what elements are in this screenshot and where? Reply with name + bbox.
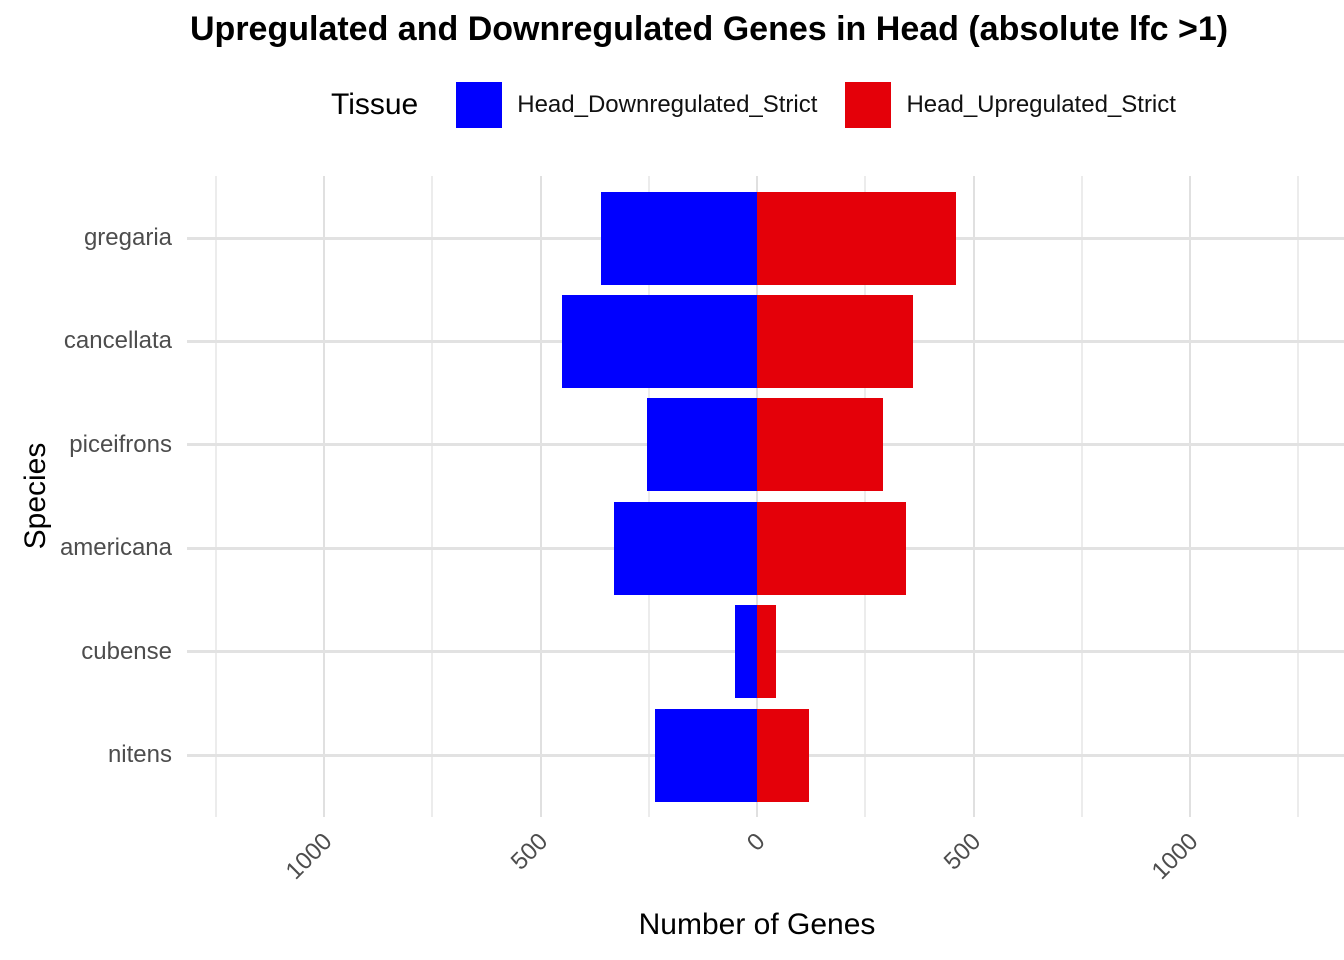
y-axis-title: Species (19, 442, 52, 550)
minor-gridline (864, 176, 867, 817)
upregulated-bar-cubense (757, 605, 777, 699)
upregulated-bar-piceifrons (757, 398, 883, 492)
upregulated-bar-americana (757, 501, 907, 595)
x-axis-title: Number of Genes (638, 908, 876, 941)
upregulated-bar-nitens (757, 708, 809, 802)
y-tick-label-piceifrons: piceifrons (69, 430, 172, 458)
downregulated-bar-nitens (655, 708, 757, 802)
x-tick-label: 1000 (280, 828, 338, 885)
legend: Tissue Head_Downregulated_Strict Head_Up… (331, 74, 1176, 136)
x-tick-label: 1000 (1146, 828, 1204, 885)
downregulated-bar-gregaria (601, 191, 757, 285)
major-gridline (1189, 176, 1191, 817)
y-tick-label-americana: americana (59, 534, 172, 562)
minor-gridline (214, 176, 217, 817)
legend-label-upregulated: Head_Upregulated_Strict (906, 91, 1176, 118)
downregulated-bar-cubense (735, 605, 757, 699)
chart-title: Upregulated and Downregulated Genes in H… (190, 10, 1229, 48)
x-tick-label: 0 (741, 828, 771, 857)
major-gridline (972, 176, 975, 817)
minor-gridline (431, 176, 434, 817)
minor-gridline (647, 176, 650, 817)
y-tick-label-cubense: cubense (81, 637, 172, 665)
legend-title: Tissue (331, 88, 419, 121)
upregulated-bar-cancellata (757, 294, 913, 388)
major-gridline (323, 176, 325, 817)
legend-label-downregulated: Head_Downregulated_Strict (517, 91, 818, 118)
major-gridline (756, 176, 758, 817)
downregulated-bar-americana (614, 501, 757, 595)
y-tick-label-cancellata: cancellata (63, 327, 172, 355)
legend-item-upregulated: Head_Upregulated_Strict (845, 82, 1176, 128)
y-tick-label-gregaria: gregaria (83, 224, 172, 251)
legend-item-downregulated: Head_Downregulated_Strict (456, 82, 817, 128)
upregulated-color-swatch (845, 82, 892, 128)
major-gridline (539, 176, 542, 817)
minor-gridline (1297, 176, 1300, 817)
downregulated-bar-cancellata (562, 294, 757, 388)
downregulated-bar-piceifrons (646, 398, 757, 492)
upregulated-bar-gregaria (757, 191, 957, 285)
y-tick-label-nitens: nitens (107, 741, 172, 768)
x-tick-label: 500 (939, 828, 987, 876)
x-tick-label: 500 (506, 828, 554, 876)
downregulated-color-swatch (456, 82, 503, 128)
minor-gridline (1080, 176, 1083, 817)
plot-panel (187, 176, 1344, 817)
